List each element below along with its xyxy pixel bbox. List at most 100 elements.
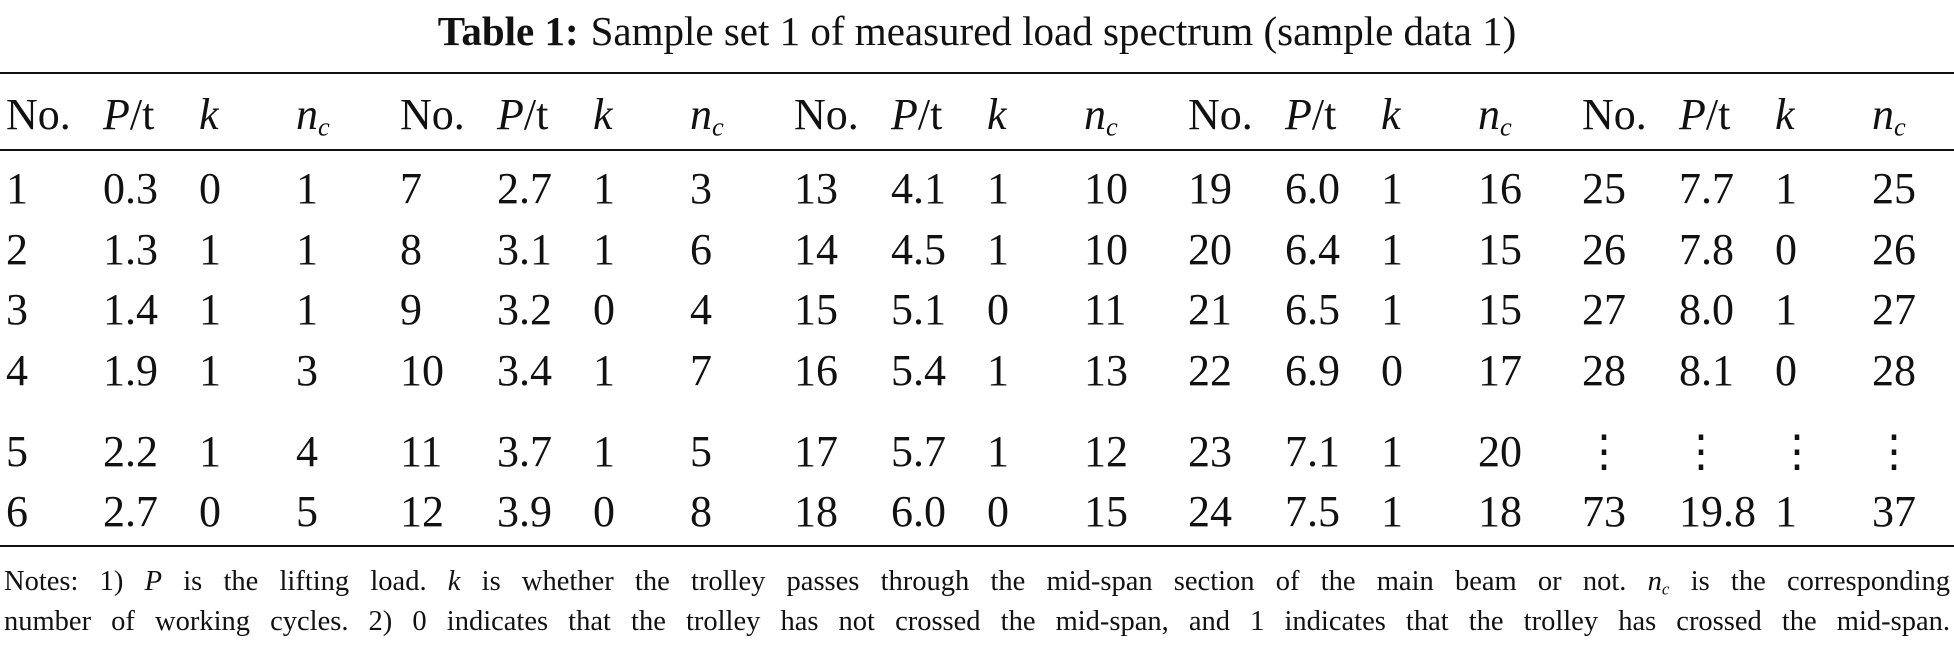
text-segment: k: [1381, 90, 1401, 139]
table-cell: 1: [1775, 285, 1797, 334]
table-cell: 1: [987, 427, 1009, 476]
table-cell: 13: [1084, 346, 1128, 395]
table-cell: 10: [1084, 225, 1128, 274]
table-cell: 24: [1188, 487, 1232, 536]
table-cell: 12: [400, 487, 444, 536]
table-cell: 4: [690, 285, 712, 334]
text-segment: is whether the trolley passes through th…: [460, 566, 1648, 597]
table-cell: 25: [1872, 164, 1916, 213]
text-segment: k: [593, 90, 613, 139]
column-header: No.: [1582, 87, 1647, 143]
table-cell: 13: [794, 164, 838, 213]
table-cell: 10: [400, 346, 444, 395]
table-cell: 20: [1478, 427, 1522, 476]
table-caption: Sample set 1 of measured load spectrum (…: [590, 8, 1517, 54]
table-cell: 3.1: [497, 225, 552, 274]
table-cell: 0: [593, 285, 615, 334]
table-cell: 1: [593, 225, 615, 274]
text-segment: k: [447, 566, 461, 597]
table-cell: 8.1: [1679, 346, 1734, 395]
table-label: Table 1:: [437, 8, 579, 54]
text-segment: c: [1106, 111, 1118, 142]
table-cell: 16: [794, 346, 838, 395]
text-segment: k: [1775, 90, 1795, 139]
text-segment: is the lifting load.: [162, 566, 448, 597]
table-cell: 1: [199, 285, 221, 334]
table-cell: ⋮: [1679, 427, 1723, 476]
table-cell: 22: [1188, 346, 1232, 395]
table-cell: 0: [1381, 346, 1403, 395]
table-cell: 17: [794, 427, 838, 476]
table-cell: 19: [1188, 164, 1232, 213]
table-cell: 3.9: [497, 487, 552, 536]
text-segment: P: [103, 90, 130, 139]
column-header: P/t: [103, 87, 154, 143]
table-cell: 1: [1381, 285, 1403, 334]
table-cell: 2: [6, 225, 28, 274]
note-line: number of working cycles. 2) 0 indicates…: [4, 603, 1950, 641]
table-cell: 5.1: [891, 285, 946, 334]
text-segment: n: [1478, 90, 1500, 139]
table-cell: 7: [400, 164, 422, 213]
table-cell: 6.5: [1285, 285, 1340, 334]
text-segment: c: [712, 111, 724, 142]
table-cell: 3.4: [497, 346, 552, 395]
table-title: Table 1: Sample set 1 of measured load sp…: [0, 6, 1954, 56]
table-cell: 5: [296, 487, 318, 536]
table-cell: 8: [690, 487, 712, 536]
table-cell: 3.2: [497, 285, 552, 334]
table-cell: 27: [1582, 285, 1626, 334]
table-cell: 3.7: [497, 427, 552, 476]
text-segment: P: [497, 90, 524, 139]
table-cell: 1.3: [103, 225, 158, 274]
table-cell: 1: [593, 164, 615, 213]
text-segment: n: [1084, 90, 1106, 139]
table-cell: 6.9: [1285, 346, 1340, 395]
text-segment: c: [1894, 111, 1906, 142]
table-cell: 4.1: [891, 164, 946, 213]
table-cell: 1: [6, 164, 28, 213]
note-line: Notes: 1) P is the lifting load. k is wh…: [4, 563, 1950, 608]
text-segment: /t: [523, 90, 549, 139]
table-cell: 1: [296, 285, 318, 334]
table-cell: 1: [593, 346, 615, 395]
text-segment: n: [296, 90, 318, 139]
table-cell: 10: [1084, 164, 1128, 213]
table-cell: 3: [6, 285, 28, 334]
table-cell: 1: [199, 346, 221, 395]
table-cell: ⋮: [1872, 427, 1916, 476]
table-cell: 6: [690, 225, 712, 274]
table-cell: 6.0: [1285, 164, 1340, 213]
text-segment: /t: [1705, 90, 1731, 139]
table-cell: 16: [1478, 164, 1522, 213]
table-cell: 2.2: [103, 427, 158, 476]
column-header: P/t: [891, 87, 942, 143]
table-cell: 21: [1188, 285, 1232, 334]
table-cell: 37: [1872, 487, 1916, 536]
text-segment: /t: [1311, 90, 1337, 139]
column-header: k: [987, 87, 1007, 143]
text-segment: number of working cycles. 2) 0 indicates…: [4, 606, 1950, 637]
table-cell: 1: [199, 427, 221, 476]
table-cell: 0: [1775, 346, 1797, 395]
table-cell: 5.4: [891, 346, 946, 395]
table-cell: 0: [987, 487, 1009, 536]
text-segment: n: [1647, 566, 1662, 597]
table-cell: 15: [794, 285, 838, 334]
table-cell: 1: [1381, 225, 1403, 274]
text-segment: c: [1661, 579, 1670, 599]
column-header: nc: [1872, 87, 1906, 143]
table-cell: 19.8: [1679, 487, 1756, 536]
text-segment: is the corresponding: [1669, 566, 1950, 597]
column-header: No.: [6, 87, 71, 143]
table-cell: 4: [6, 346, 28, 395]
bottom-rule: [0, 545, 1954, 547]
table-cell: 1.4: [103, 285, 158, 334]
table-cell: 5: [6, 427, 28, 476]
text-segment: Notes: 1): [4, 566, 145, 597]
table-cell: 12: [1084, 427, 1128, 476]
table-cell: 1: [1775, 487, 1797, 536]
text-segment: P: [891, 90, 918, 139]
table-cell: 0: [199, 487, 221, 536]
table-cell: 1: [296, 225, 318, 274]
